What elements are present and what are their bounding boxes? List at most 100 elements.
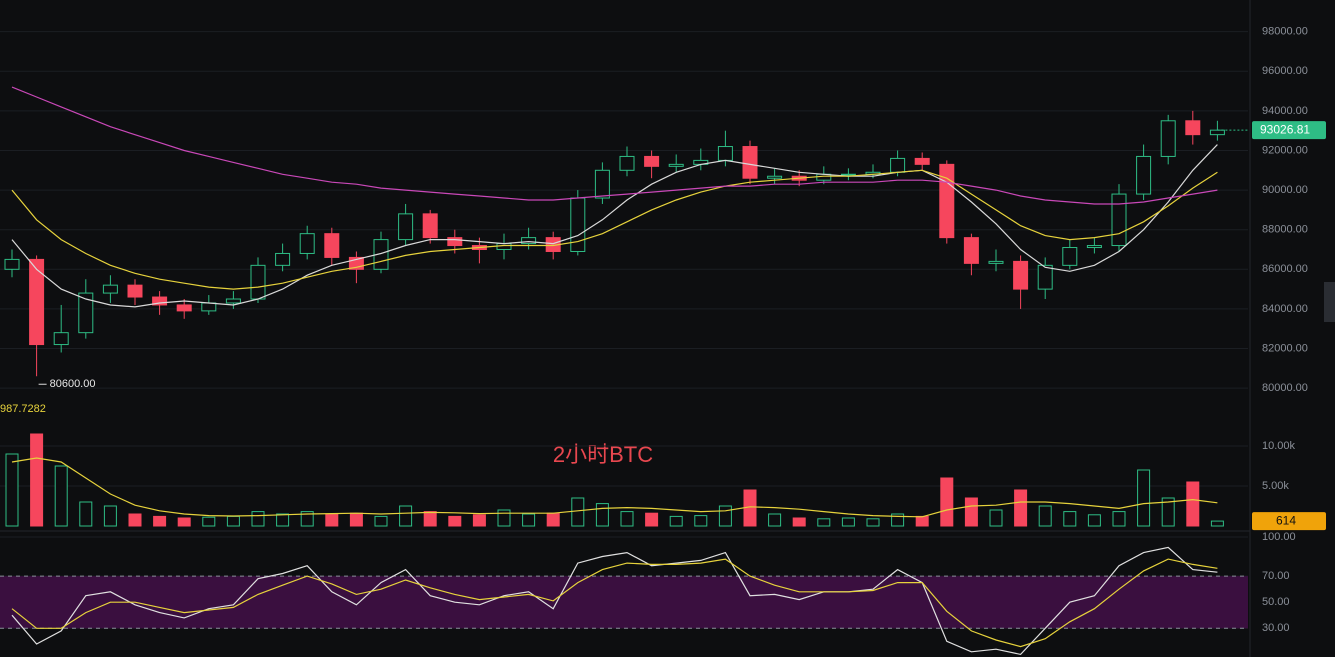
- candle-body: [1209, 129, 1225, 136]
- candle-body: [668, 163, 684, 167]
- volume-bar: [1137, 469, 1151, 527]
- volume-bar: [202, 516, 216, 527]
- candle-body: [225, 298, 241, 304]
- volume-bar: [5, 453, 19, 527]
- candle-body: [398, 213, 414, 241]
- volume-bar: [349, 512, 363, 527]
- candle-body: [1185, 120, 1201, 136]
- candle-body: [496, 243, 512, 251]
- y-tick-label: 30.00: [1262, 622, 1290, 634]
- candle-body: [78, 292, 94, 334]
- y-tick-label: 70.00: [1262, 570, 1290, 582]
- candle-body: [914, 157, 930, 165]
- volume-bar: [620, 511, 634, 527]
- candle-body: [644, 155, 660, 167]
- y-tick-label: 10.00k: [1262, 440, 1296, 452]
- indicator-line: [11, 169, 1218, 290]
- volume-bar: [251, 511, 265, 527]
- candle-body: [152, 296, 168, 306]
- volume-bar: [399, 505, 413, 527]
- candle-body: [1013, 260, 1029, 290]
- candle-body: [1037, 264, 1053, 290]
- candle-body: [521, 237, 537, 245]
- y-tick-label: 80000.00: [1262, 382, 1308, 394]
- volume-bar: [866, 518, 880, 527]
- indicator-label: 987.7282: [0, 403, 46, 415]
- indicator-line: [11, 457, 1218, 518]
- rsi-band: [0, 576, 1248, 629]
- volume-bar: [964, 497, 978, 527]
- volume-bar: [1014, 489, 1028, 527]
- volume-bar: [54, 465, 68, 527]
- candle-body: [53, 332, 69, 346]
- indicator-line: [11, 144, 1218, 308]
- candle-body: [201, 302, 217, 312]
- y-tick-label: 86000.00: [1262, 263, 1308, 275]
- volume-bar: [792, 517, 806, 527]
- candle-body: [447, 237, 463, 247]
- volume-bar: [128, 513, 142, 527]
- candle-body: [299, 233, 315, 254]
- volume-bar: [817, 518, 831, 527]
- volume-bar: [79, 501, 93, 527]
- volume-bar: [841, 517, 855, 527]
- candle-body: [619, 155, 635, 171]
- volume-bar: [1087, 514, 1101, 527]
- y-tick-label: 82000.00: [1262, 342, 1308, 354]
- volume-bar: [30, 433, 44, 527]
- volume-bar: [497, 509, 511, 527]
- candle-body: [1160, 120, 1176, 157]
- indicator-line: [11, 86, 1218, 205]
- volume-bar: [595, 503, 609, 527]
- volume-bar: [645, 512, 659, 527]
- side-tab[interactable]: [1324, 282, 1335, 322]
- volume-bar: [669, 515, 683, 527]
- y-tick-label: 94000.00: [1262, 105, 1308, 117]
- candle-body: [176, 304, 192, 312]
- volume-bar: [423, 511, 437, 527]
- volume-bar: [276, 513, 290, 527]
- volume-bar: [571, 497, 585, 527]
- candle-body: [102, 284, 118, 294]
- candle-body: [594, 169, 610, 199]
- y-tick-label: 84000.00: [1262, 303, 1308, 315]
- y-tick-label: 50.00: [1262, 596, 1290, 608]
- y-tick-label: 90000.00: [1262, 184, 1308, 196]
- volume-bar: [448, 515, 462, 527]
- candle-body: [840, 173, 856, 176]
- y-tick-label: 5.00k: [1262, 480, 1289, 492]
- volume-bar: [546, 512, 560, 527]
- y-tick-label: 100.00: [1262, 531, 1296, 543]
- candle-body: [890, 157, 906, 173]
- candle-body: [4, 258, 20, 270]
- indicator-line: [11, 558, 1218, 648]
- candle-body: [963, 237, 979, 264]
- candle-body: [324, 233, 340, 258]
- volume-bar: [694, 515, 708, 527]
- volume-tag-label: 614: [1276, 513, 1296, 527]
- candle-body: [1111, 193, 1127, 247]
- candle-body: [275, 252, 291, 266]
- volume-bar: [300, 511, 314, 527]
- candle-body: [422, 213, 438, 239]
- candle-body: [988, 260, 1004, 264]
- candle-body: [717, 146, 733, 161]
- volume-bar: [103, 505, 117, 527]
- candle-body: [127, 284, 143, 298]
- candle-body: [939, 163, 955, 239]
- candle-body: [250, 264, 266, 300]
- volume-bar: [522, 513, 536, 527]
- volume-bar: [768, 513, 782, 527]
- annotation-label: 80600.00: [50, 378, 96, 390]
- y-tick-label: 96000.00: [1262, 65, 1308, 77]
- volume-bar: [472, 514, 486, 527]
- candle-body: [742, 146, 758, 179]
- y-tick-label: 88000.00: [1262, 224, 1308, 236]
- volume-bar: [940, 477, 954, 527]
- candle-body: [348, 256, 364, 270]
- candle-body: [570, 197, 586, 252]
- volume-bar: [1186, 481, 1200, 527]
